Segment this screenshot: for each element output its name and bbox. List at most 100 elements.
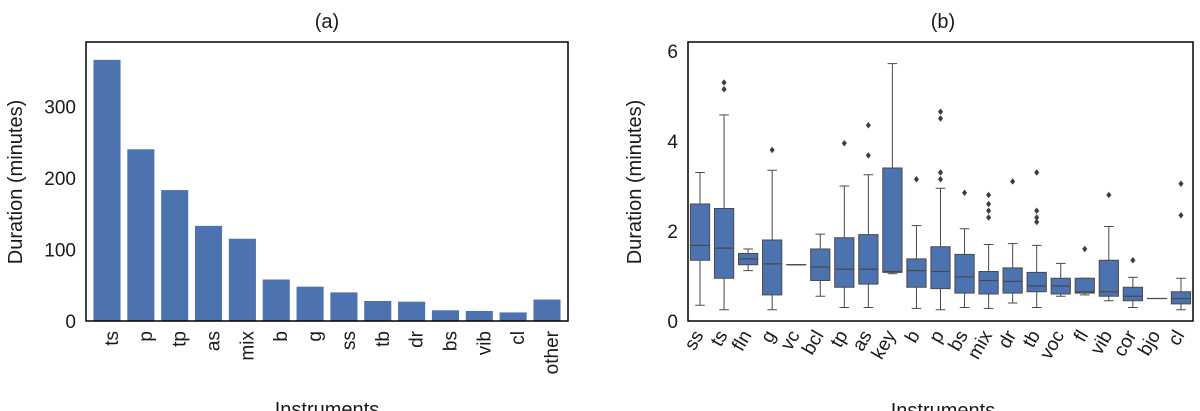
flier-tb-3 <box>1034 169 1040 176</box>
panel-a-y-ticks: 0 100 200 300 <box>44 97 76 333</box>
x-tick-label-vib: vib <box>474 331 495 355</box>
box-body-tp <box>834 237 855 288</box>
panel-b-xlabel: Instruments <box>891 400 995 411</box>
y-tick-label-0: 0 <box>65 312 76 333</box>
x-tick-label-tp: tp <box>170 331 191 347</box>
box-key <box>882 63 903 275</box>
y-tick-label-200: 200 <box>44 169 76 190</box>
panel-b-y-ticks: 0 2 4 6 <box>667 42 678 333</box>
flier-p-0 <box>937 176 944 183</box>
box-ss <box>689 172 711 306</box>
box-vib <box>1098 191 1119 302</box>
box-tb <box>1026 169 1047 308</box>
bar-as <box>195 225 223 321</box>
bar-tp <box>161 190 189 321</box>
bar-cl <box>499 312 527 321</box>
x-tick-label-vib: vib <box>1087 327 1117 359</box>
y-tick-label-100: 100 <box>44 240 76 261</box>
x-tick-label-g: g <box>305 331 326 342</box>
x-tick-label-other: other <box>542 330 563 374</box>
flier-ts-1 <box>721 79 727 86</box>
y-tick-label-6: 6 <box>667 42 678 63</box>
flier-p-1 <box>937 169 944 176</box>
flier-p-2 <box>937 115 944 122</box>
box-as <box>858 122 879 308</box>
y-tick-label-4: 4 <box>667 132 678 153</box>
flier-tp-0 <box>841 140 847 147</box>
bar-bs <box>431 310 459 321</box>
panel-a-xlabel: Instruments <box>275 399 379 411</box>
box-body-cor <box>1122 286 1144 302</box>
bar-g <box>296 286 324 321</box>
panel-b-ylabel: Duration (minutes) <box>624 100 646 265</box>
bar-other <box>533 299 561 321</box>
box-ts <box>713 79 735 311</box>
box-cl <box>1170 180 1192 311</box>
x-tick-label-ts: ts <box>707 327 733 350</box>
panel-b-frame <box>687 41 1194 322</box>
x-tick-label-bcl: bcl <box>798 327 828 359</box>
x-tick-label-tb: tb <box>373 331 394 347</box>
box-body-vib <box>1098 259 1119 297</box>
flier-b-0 <box>913 176 920 183</box>
y-tick-label-300: 300 <box>44 97 76 118</box>
box-body-ts <box>713 208 735 279</box>
panel-a-title: (a) <box>315 11 339 33</box>
box-body-dr <box>1002 267 1023 294</box>
flier-g-0 <box>769 146 775 154</box>
box-body-tb <box>1026 271 1047 293</box>
x-tick-label-tp: tp <box>827 327 853 351</box>
x-tick-label-as: as <box>204 331 225 351</box>
box-body-b <box>906 258 927 288</box>
box-tp <box>834 140 855 308</box>
x-tick-label-ss: ss <box>681 327 709 354</box>
panel-a-bars <box>93 59 561 322</box>
flier-mix-3 <box>986 191 992 199</box>
flier-tb-2 <box>1034 207 1040 214</box>
y-tick-label-0: 0 <box>667 312 678 333</box>
box-voc <box>1050 262 1071 297</box>
y-tick-label-2: 2 <box>667 222 678 243</box>
flier-dr-0 <box>1010 178 1016 185</box>
panel-b-title: (b) <box>931 11 955 33</box>
x-tick-label-dr: dr <box>994 326 1021 352</box>
bar-vib <box>465 310 493 321</box>
bar-tb <box>364 300 392 321</box>
box-b <box>906 176 927 309</box>
flier-cor-0 <box>1130 257 1136 264</box>
flier-tb-0 <box>1034 218 1040 226</box>
bar-b <box>262 279 290 321</box>
flier-bs-0 <box>961 189 968 196</box>
bar-p <box>127 149 155 321</box>
box-body-bs <box>954 253 975 294</box>
box-fl <box>1074 245 1095 296</box>
box-body-key <box>882 167 903 273</box>
x-tick-label-p: p <box>136 331 157 342</box>
x-tick-label-key: key <box>868 327 901 364</box>
bar-ts <box>93 59 121 322</box>
x-tick-label-dr: dr <box>407 330 428 348</box>
box-body-p <box>930 246 951 290</box>
box-g <box>762 146 783 311</box>
x-tick-label-ss: ss <box>339 331 360 350</box>
flier-as-1 <box>865 122 871 129</box>
x-tick-label-cl: cl <box>1164 327 1189 349</box>
box-bs <box>954 189 975 308</box>
flier-tb-1 <box>1034 214 1040 221</box>
flier-mix-1 <box>986 207 992 214</box>
x-tick-label-voc: voc <box>1036 327 1069 363</box>
box-bcl <box>810 233 831 297</box>
x-tick-label-b: b <box>901 327 924 347</box>
flier-fl-0 <box>1082 245 1088 253</box>
flier-mix-0 <box>986 214 992 221</box>
x-tick-label-mix: mix <box>237 331 258 361</box>
box-cor <box>1122 257 1144 308</box>
flier-as-0 <box>865 152 871 159</box>
x-tick-label-ts: ts <box>102 331 123 346</box>
box-body-mix <box>978 271 999 295</box>
flier-mix-2 <box>986 200 992 208</box>
box-fln <box>738 248 759 272</box>
panel-a-ylabel: Duration (minutes) <box>5 100 27 265</box>
